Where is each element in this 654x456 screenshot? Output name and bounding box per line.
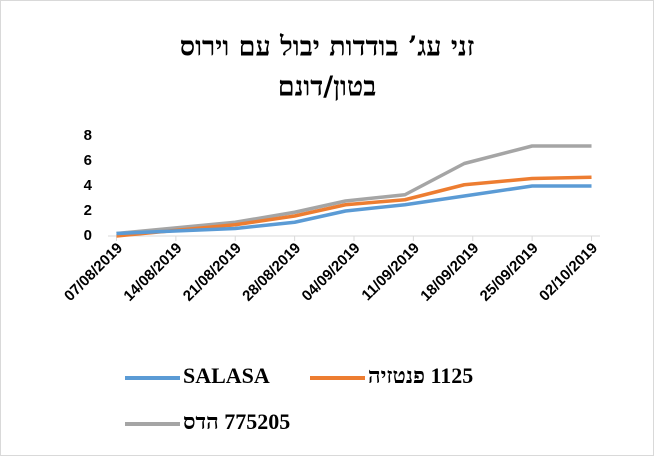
series-line: [116, 144, 592, 236]
y-tick-label: 2: [84, 202, 92, 219]
chart-title: זני עג’ בודדות יבול עם וירוס: [180, 32, 475, 63]
series-line: [116, 175, 592, 238]
legend-label: 1125 פנטזיה: [368, 363, 473, 388]
chart-title: בטון/דונם: [278, 72, 377, 103]
y-tick-label: 8: [84, 127, 92, 144]
series-line: [116, 184, 592, 236]
y-tick-label: 0: [84, 227, 92, 244]
legend-label: 775205 הדס: [183, 409, 290, 434]
legend-label: SALASA: [183, 363, 270, 388]
y-tick-label: 6: [84, 152, 92, 169]
y-tick-label: 4: [84, 177, 93, 194]
